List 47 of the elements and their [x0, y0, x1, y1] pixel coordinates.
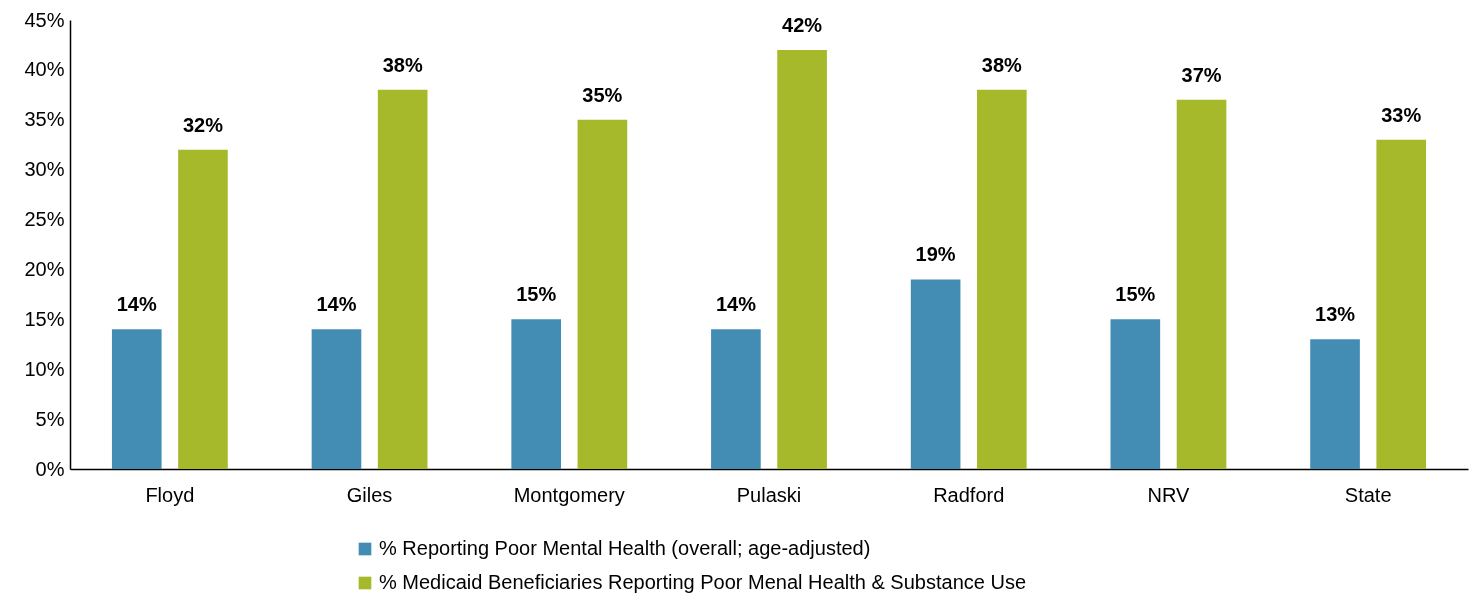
- data-label: 38%: [981, 53, 1023, 76]
- data-label: 35%: [582, 83, 623, 106]
- data-label: 38%: [382, 53, 423, 76]
- data-label: 32%: [182, 113, 224, 136]
- bar: [178, 149, 228, 469]
- x-tick-label: Floyd: [145, 483, 195, 506]
- x-tick-label: Radford: [933, 483, 1005, 506]
- y-tick-label: 15%: [24, 307, 65, 330]
- bar: [311, 329, 362, 469]
- data-label: 15%: [516, 283, 557, 306]
- bar: [777, 49, 827, 469]
- data-label: 14%: [316, 293, 357, 316]
- bar: [1110, 319, 1161, 469]
- y-tick-label: 40%: [24, 58, 65, 81]
- x-tick-label: Montgomery: [513, 483, 625, 506]
- bar: [377, 89, 428, 469]
- y-tick-label: 0%: [35, 457, 65, 480]
- data-label: 15%: [1115, 283, 1156, 306]
- x-tick-label: NRV: [1147, 483, 1191, 506]
- y-tick-label: 20%: [24, 257, 65, 280]
- x-tick-label: Giles: [346, 483, 393, 506]
- data-label: 13%: [1315, 303, 1356, 326]
- data-label: 37%: [1181, 63, 1222, 86]
- bar: [511, 319, 562, 469]
- data-label: 14%: [116, 293, 157, 316]
- bar: [1376, 139, 1427, 469]
- bar: [577, 119, 628, 469]
- data-label: 14%: [715, 293, 757, 316]
- y-tick-label: 45%: [24, 8, 65, 31]
- y-tick-label: 25%: [24, 208, 65, 231]
- bar: [111, 329, 162, 469]
- bar: [1176, 99, 1227, 469]
- y-tick-label: 5%: [35, 407, 65, 430]
- y-tick-label: 35%: [24, 108, 65, 131]
- legend-label: % Reporting Poor Mental Health (overall; age-adjusted): [379, 537, 871, 559]
- y-tick-label: 10%: [24, 357, 65, 380]
- data-label: 33%: [1381, 103, 1422, 126]
- data-label: 42%: [782, 13, 823, 36]
- y-tick-label: 30%: [24, 158, 65, 181]
- bar: [976, 89, 1027, 469]
- legend-label: % Medicaid Beneficiaries Reporting Poor Menal Health & Substance Use: [379, 571, 1027, 593]
- bar: [1310, 339, 1360, 469]
- bar: [711, 329, 761, 469]
- bar: [910, 279, 961, 469]
- x-tick-label: Pulaski: [736, 483, 802, 506]
- data-label: 19%: [915, 243, 956, 266]
- x-tick-label: State: [1344, 483, 1392, 506]
